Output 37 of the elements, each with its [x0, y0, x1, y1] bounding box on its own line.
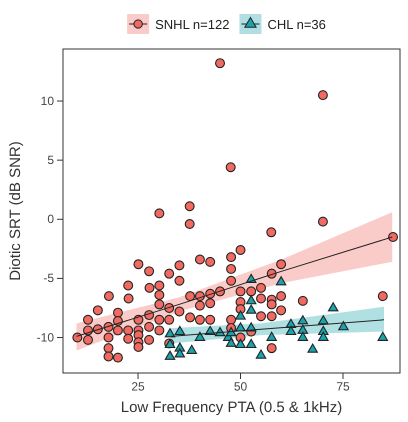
point [298, 332, 308, 341]
point [286, 326, 296, 336]
point [298, 324, 308, 334]
point [246, 338, 256, 348]
point [246, 295, 256, 304]
y-tick-label: -5 [43, 271, 54, 286]
point [338, 321, 349, 330]
point [276, 276, 286, 286]
point [318, 332, 329, 341]
y-tick-label: -10 [36, 330, 54, 344]
y-tick-label: 0 [47, 212, 54, 226]
point [378, 332, 388, 341]
x-tick-label: 50 [234, 380, 248, 394]
point [266, 332, 277, 341]
point [307, 344, 318, 353]
point [256, 349, 266, 359]
point [194, 332, 206, 341]
point [186, 344, 197, 354]
point [174, 326, 186, 336]
y-axis-title: Diotic SRT (dB SNR) [7, 141, 24, 281]
point [164, 328, 176, 338]
y-tick-label: 10 [40, 94, 54, 108]
point [318, 315, 329, 324]
point [298, 315, 308, 324]
point [235, 338, 246, 348]
x-tick-label: 75 [336, 380, 350, 394]
y-tick-label: 5 [47, 152, 54, 167]
point [235, 310, 246, 320]
point [246, 304, 256, 314]
x-tick-label: 25 [131, 380, 146, 394]
legend-label: SNHL n=122 [155, 17, 230, 32]
point [164, 350, 176, 360]
legend-label: CHL n=36 [267, 17, 326, 32]
point [226, 338, 236, 347]
point [328, 302, 338, 312]
x-axis-title: Low Frequency PTA (0.5 & 1kHz) [120, 399, 342, 416]
point [174, 348, 186, 358]
